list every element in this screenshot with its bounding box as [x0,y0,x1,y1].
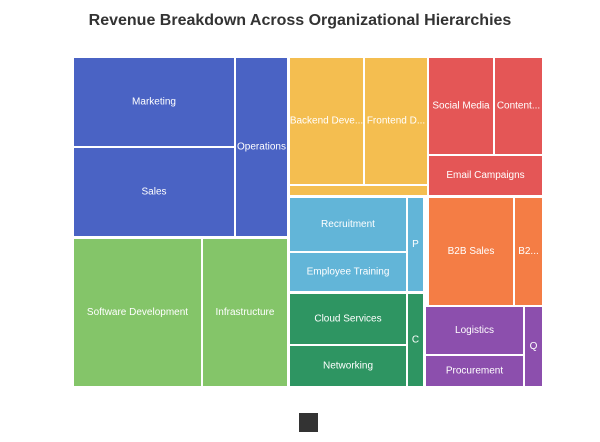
treemap-label-sales: Sales [141,187,166,198]
treemap-label-p: P [412,239,419,250]
treemap-label-logistics: Logistics [455,325,494,336]
treemap-label-recruitment: Recruitment [321,219,375,230]
treemap-label-b2c-sales: B2... [518,246,539,257]
treemap-label-email-campaigns: Email Campaigns [446,170,524,181]
treemap-tile-frontend-development[interactable] [363,56,429,186]
treemap-label-q: Q [530,341,538,352]
treemap-label-networking: Networking [323,361,373,372]
treemap-label-marketing: Marketing [132,97,176,108]
treemap-tile-logistics[interactable] [424,305,525,356]
treemap-tile-cloud-services[interactable] [288,292,408,346]
treemap-tile-other[interactable] [288,184,429,197]
treemap-label-frontend-development: Frontend D... [367,116,425,127]
treemap-label-b2b-sales: B2B Sales [448,246,495,257]
treemap-label-c: C [412,335,419,346]
treemap-label-infrastructure: Infrastructure [216,307,275,318]
chart-title: Revenue Breakdown Across Organizational … [88,12,512,29]
treemap-tile-networking[interactable] [288,344,408,388]
treemap-label-procurement: Procurement [446,366,503,377]
treemap-label-employee-training: Employee Training [307,267,390,278]
treemap-tile-procurement[interactable] [424,354,525,388]
treemap-label-social-media: Social Media [432,101,490,112]
treemap-tile-employee-training[interactable] [288,251,408,293]
treemap-label-backend-development: Backend Deve... [290,116,363,127]
treemap-tile-content-marketing[interactable] [493,56,544,156]
treemap-label-operations: Operations [237,142,286,153]
treemap-tile-q[interactable] [523,305,544,388]
treemap-tile-infrastructure[interactable] [201,237,289,388]
treemap-tile-backend-development[interactable] [288,56,365,186]
treemap-tile-recruitment[interactable] [288,196,408,253]
treemap-label-software-development: Software Development [87,307,188,318]
legend-swatch[interactable] [299,413,318,432]
treemap-label-content-marketing: Content... [497,101,540,112]
treemap-label-cloud-services: Cloud Services [314,314,381,325]
